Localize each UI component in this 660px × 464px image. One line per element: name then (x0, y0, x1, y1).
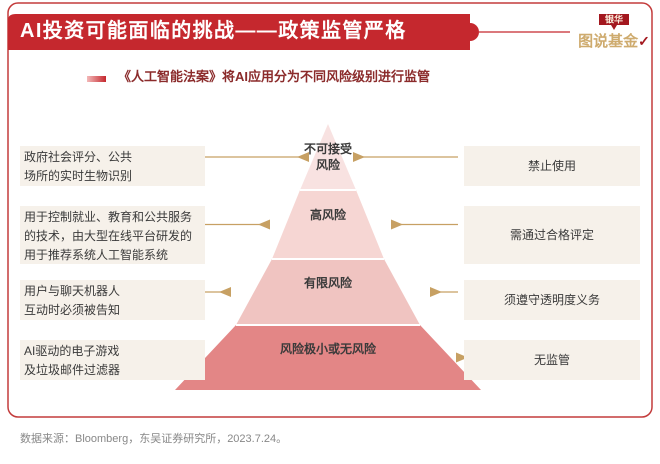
svg-text:银华: 银华 (605, 14, 623, 25)
